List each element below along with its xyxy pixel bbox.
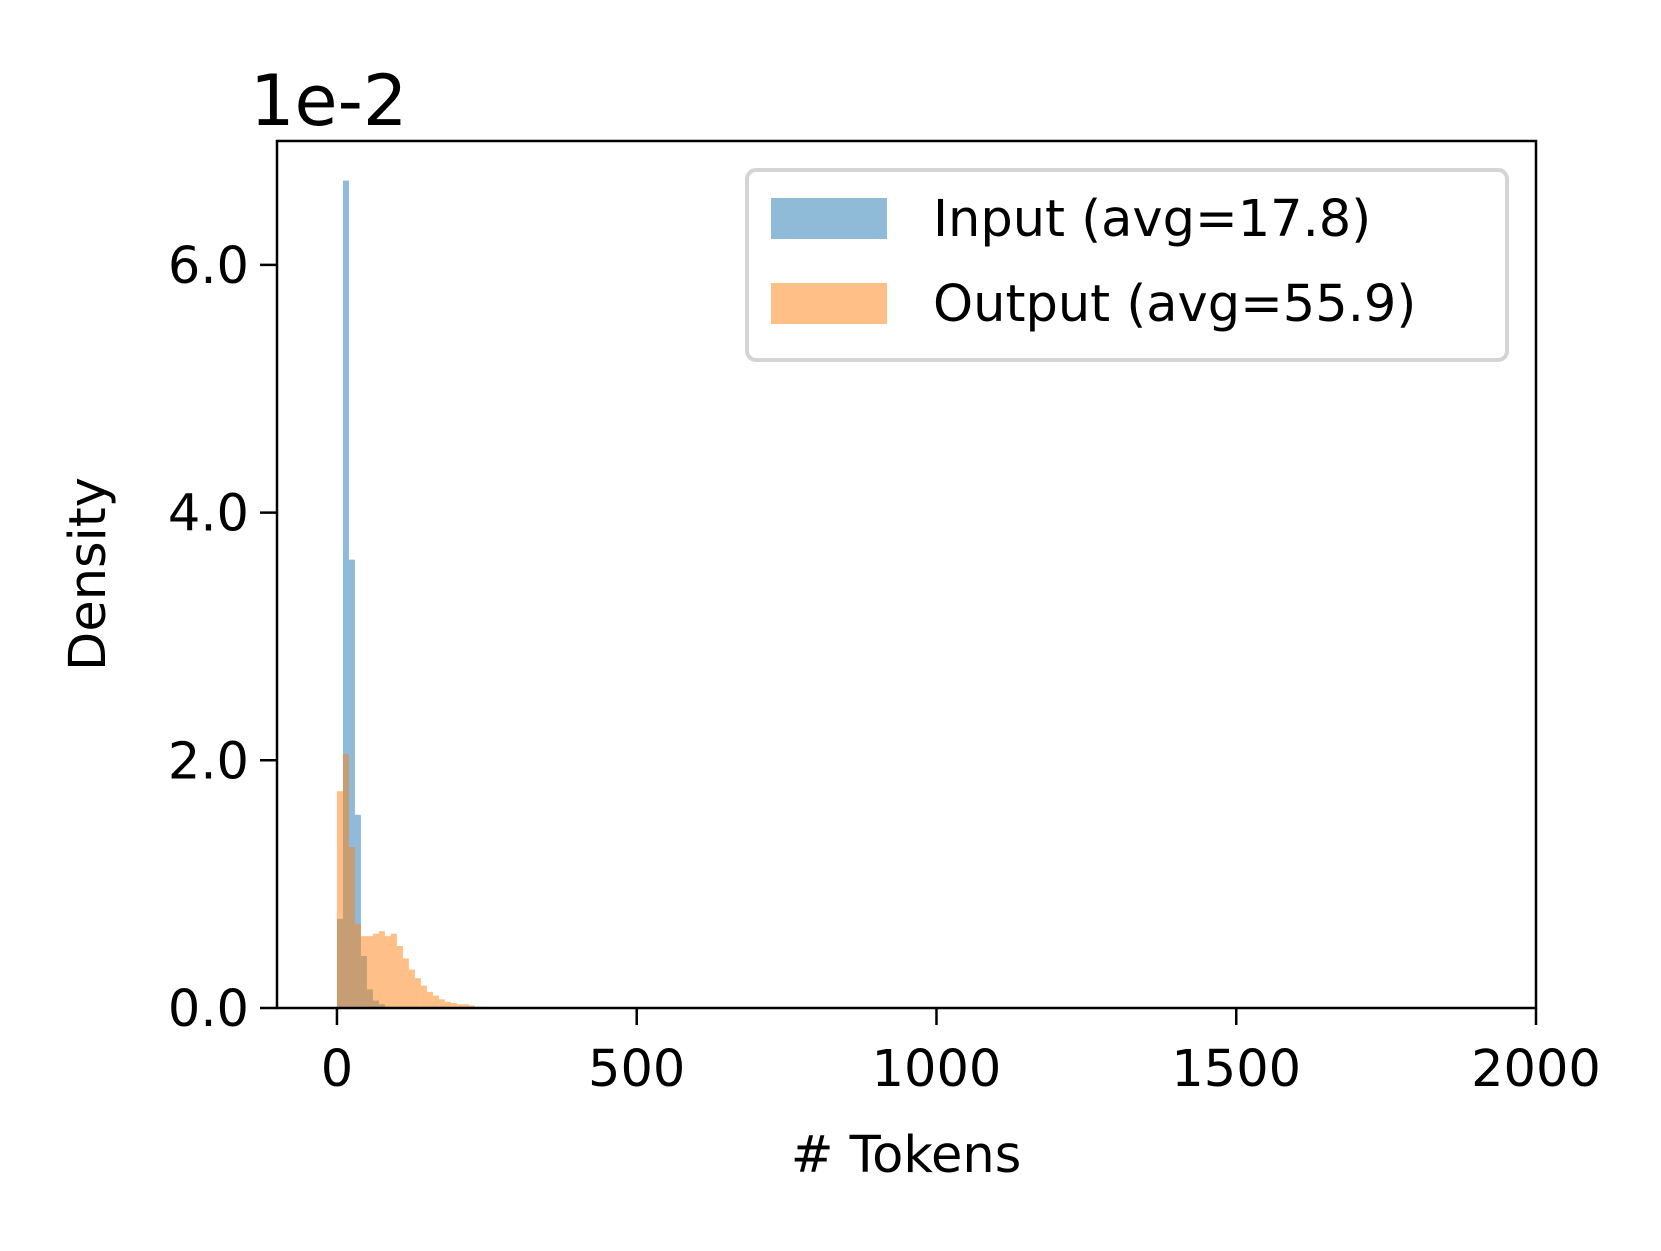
y-tick-label: 0.0 xyxy=(168,980,249,1039)
legend-swatch-input xyxy=(771,198,887,239)
legend-label-input: Input (avg=17.8) xyxy=(933,190,1371,249)
histogram-bar xyxy=(414,978,421,1008)
histogram-bar xyxy=(396,946,403,1008)
x-tick-label: 2000 xyxy=(1471,1040,1601,1099)
histogram-bar xyxy=(426,991,433,1008)
legend: Input (avg=17.8) Output (avg=55.9) xyxy=(745,168,1509,362)
plot-frame xyxy=(275,139,1538,1010)
legend-label-output: Output (avg=55.9) xyxy=(933,275,1416,334)
histogram-bar xyxy=(354,923,361,1008)
histogram-bar xyxy=(360,936,367,1008)
x-tick-label: 1500 xyxy=(1171,1040,1301,1099)
histogram-bar xyxy=(432,995,439,1008)
histogram-bar xyxy=(462,1004,469,1008)
x-tick-label: 0 xyxy=(321,1040,353,1099)
histogram-bar xyxy=(456,1004,463,1008)
y-axis-ticks: 0.0 2.0 4.0 6.0 xyxy=(168,237,277,1039)
histogram-bar xyxy=(390,933,397,1008)
x-tick-label: 1000 xyxy=(872,1040,1002,1099)
histogram-bar xyxy=(348,846,355,1008)
histogram-bar xyxy=(378,931,385,1008)
y-tick-label: 6.0 xyxy=(168,237,249,296)
legend-swatch-output xyxy=(771,283,887,324)
y-tick-label: 4.0 xyxy=(168,485,249,544)
histogram-bar xyxy=(366,936,373,1008)
histogram-bar xyxy=(342,754,349,1008)
x-axis-ticks: 0 500 1000 1500 2000 xyxy=(321,1008,1601,1099)
y-axis-label: Density xyxy=(59,477,118,671)
y-tick-label: 2.0 xyxy=(168,732,249,791)
histogram-bar xyxy=(336,791,343,1008)
histogram-bar xyxy=(450,1003,457,1008)
histogram-bar xyxy=(444,1001,451,1008)
histogram-bar xyxy=(438,999,445,1008)
histogram-bar xyxy=(408,969,415,1008)
histogram-bar xyxy=(420,985,427,1008)
histogram-bar xyxy=(402,958,409,1008)
legend-box xyxy=(745,168,1509,362)
bars-layer xyxy=(336,180,487,1008)
histogram-bar xyxy=(372,933,379,1008)
y-axis-offset-text: 1e-2 xyxy=(250,60,407,142)
histogram-bar xyxy=(384,936,391,1008)
histogram-bar xyxy=(342,180,349,1008)
histogram-bar xyxy=(354,814,361,1008)
series-output xyxy=(336,754,487,1008)
histogram-bar xyxy=(348,559,355,1008)
x-axis-label: # Tokens xyxy=(791,1126,1022,1185)
x-tick-label: 500 xyxy=(588,1040,685,1099)
